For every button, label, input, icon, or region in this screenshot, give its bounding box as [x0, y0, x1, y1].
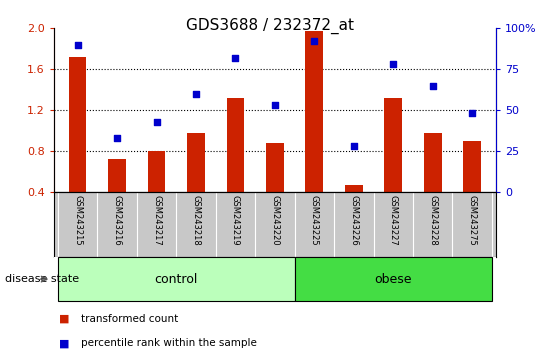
- Bar: [187, 133, 205, 192]
- Bar: [345, 185, 363, 192]
- Point: [389, 62, 398, 67]
- Point: [113, 135, 121, 141]
- Point: [231, 55, 240, 61]
- Bar: [295, 257, 492, 301]
- Text: ■: ■: [59, 314, 70, 324]
- Point: [349, 143, 358, 149]
- Text: disease state: disease state: [5, 274, 80, 284]
- Bar: [384, 98, 402, 192]
- Point: [271, 102, 279, 108]
- Text: ■: ■: [59, 338, 70, 348]
- Point: [310, 39, 319, 44]
- Bar: [58, 257, 295, 301]
- Text: GSM243219: GSM243219: [231, 195, 240, 246]
- Text: GSM243215: GSM243215: [73, 195, 82, 246]
- Text: GSM243220: GSM243220: [271, 195, 279, 246]
- Point: [192, 91, 201, 97]
- Text: GSM243227: GSM243227: [389, 195, 398, 246]
- Point: [73, 42, 82, 47]
- Text: GDS3688 / 232372_at: GDS3688 / 232372_at: [185, 18, 354, 34]
- Bar: [108, 159, 126, 192]
- Point: [468, 110, 476, 116]
- Bar: [148, 151, 165, 192]
- Bar: [226, 98, 244, 192]
- Bar: [68, 57, 86, 192]
- Bar: [306, 32, 323, 192]
- Text: GSM243228: GSM243228: [429, 195, 437, 246]
- Bar: [266, 143, 284, 192]
- Text: obese: obese: [375, 273, 412, 286]
- Bar: [464, 141, 481, 192]
- Bar: [424, 133, 441, 192]
- Text: GSM243217: GSM243217: [152, 195, 161, 246]
- Text: GSM243218: GSM243218: [191, 195, 201, 246]
- Text: percentile rank within the sample: percentile rank within the sample: [81, 338, 257, 348]
- Point: [152, 119, 161, 124]
- Text: transformed count: transformed count: [81, 314, 178, 324]
- Point: [429, 83, 437, 88]
- Text: GSM243225: GSM243225: [310, 195, 319, 246]
- Text: control: control: [155, 273, 198, 286]
- Text: GSM243275: GSM243275: [468, 195, 476, 246]
- Text: GSM243216: GSM243216: [113, 195, 121, 246]
- Text: GSM243226: GSM243226: [349, 195, 358, 246]
